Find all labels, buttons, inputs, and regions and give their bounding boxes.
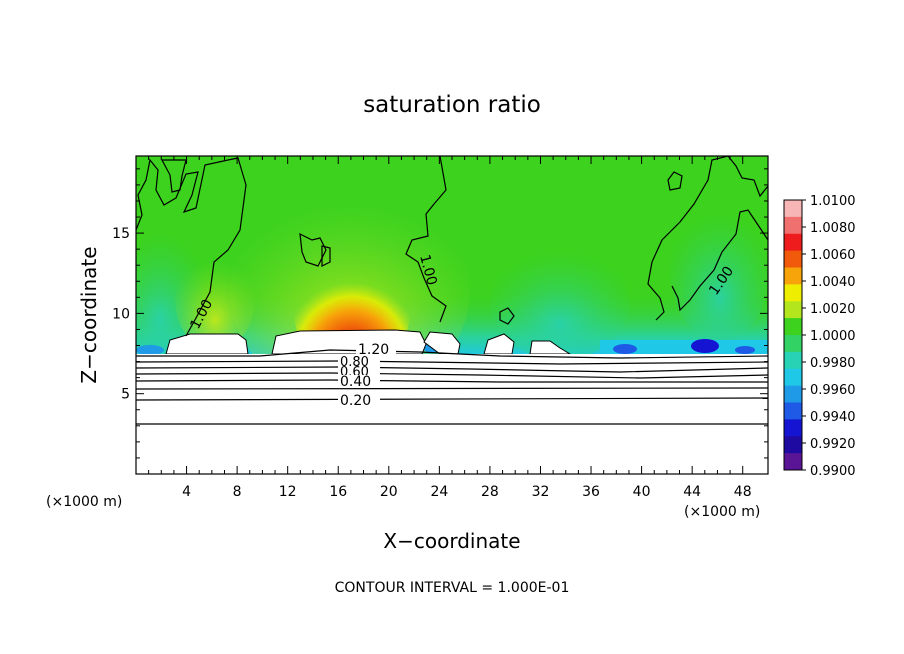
contour-0.30 [136, 387, 768, 390]
colorbar-segment [784, 318, 802, 336]
colorbar-segment [784, 436, 802, 454]
lower-domain [136, 354, 768, 474]
colorbar-segment [784, 250, 802, 268]
colorbar-label: 1.0080 [810, 221, 856, 236]
colorbar-label: 0.9960 [810, 383, 856, 398]
colorbar-segment [784, 453, 802, 471]
x-tick-label: 32 [532, 484, 550, 500]
colorbar-label: 0.9980 [810, 356, 856, 371]
field-cyan-patch-right [670, 200, 768, 340]
heatmap-field [136, 156, 768, 474]
x-tick-label: 4 [182, 484, 191, 500]
colorbar-segment [784, 368, 802, 387]
x-tick-label: 16 [329, 484, 347, 500]
colorbar-label: 1.0000 [810, 329, 856, 344]
field-cyan-patch-mid [490, 240, 630, 360]
colorbar-label: 0.9900 [810, 464, 856, 479]
contour-0.40 [136, 379, 768, 383]
colorbar-segment [784, 267, 802, 285]
contour-1.00-small-island [499, 307, 515, 325]
contour-label-2: 1.00 [416, 253, 440, 287]
y-axis: 5 10 15 [112, 168, 768, 459]
contour-label-8: 0.20 [340, 393, 371, 409]
contour-1.00-left-island [161, 159, 187, 193]
colorbar-segment [784, 216, 802, 235]
y-tick-label: 5 [121, 387, 130, 403]
field-blue-spot-2 [691, 339, 719, 353]
colorbar-segment [784, 200, 802, 218]
field-blue-spot-4 [136, 345, 164, 355]
y-tick-label: 15 [112, 226, 130, 242]
colorbar-label: 1.0020 [810, 302, 856, 317]
contour-1.00-left [136, 157, 247, 337]
chart-title: saturation ratio [363, 92, 541, 118]
x-tick-label: 28 [481, 484, 499, 500]
contour-1.00-right-branch [671, 209, 768, 312]
x-unit-right: (×1000 m) [684, 504, 760, 520]
colorbar-segment [784, 301, 802, 319]
x-tick-label: 44 [683, 484, 701, 500]
x-axis: 4 8 12 16 20 24 28 32 36 40 44 48 [148, 156, 752, 500]
contour-0.60 [136, 366, 768, 373]
field-blue-spot-1 [613, 344, 637, 354]
contour-interval-note: CONTOUR INTERVAL = 1.000E-01 [335, 580, 570, 596]
colorbar-segment [784, 351, 802, 370]
contour-1.00-center [405, 156, 447, 323]
contour-0.80 [136, 360, 768, 365]
colorbar-segment [784, 233, 802, 252]
contour-label-7: 0.40 [340, 374, 371, 390]
colorbar-segment [784, 402, 802, 420]
x-unit-left: (×1000 m) [46, 494, 122, 510]
colorbar-segment [784, 284, 802, 302]
field-yellow-glow-left [175, 250, 255, 350]
x-tick-label: 12 [279, 484, 297, 500]
x-tick-label: 36 [582, 484, 600, 500]
colorbar-segment [784, 385, 802, 403]
colorbar-segment [784, 335, 802, 353]
y-tick-label: 10 [112, 306, 130, 322]
x-tick-label: 40 [633, 484, 651, 500]
cloud-region-1 [165, 333, 249, 355]
colorbar-label: 0.9920 [810, 437, 856, 452]
colorbar-label: 0.9940 [810, 410, 856, 425]
x-tick-label: 8 [233, 484, 242, 500]
colorbar-label: 1.0060 [810, 248, 856, 263]
contour-label-4: 1.20 [358, 342, 389, 358]
contour-1.00-right-island [667, 171, 683, 191]
y-axis-label: Z−coordinate [77, 246, 101, 383]
contour-0.20 [136, 397, 768, 401]
field-blue-strip [600, 340, 768, 354]
contour-1.00-mid-island-2 [321, 245, 331, 267]
field-blue-spot-3 [735, 346, 755, 354]
colorbar-segment [784, 419, 802, 437]
colorbar: 1.0100 1.0080 1.0060 1.0040 1.0020 1.0000 0.99… [783, 194, 856, 479]
x-tick-label: 20 [380, 484, 398, 500]
contour-0.50 [136, 372, 768, 379]
contour-1.20 [136, 349, 768, 359]
x-axis-label: X−coordinate [383, 529, 520, 553]
x-tick-label: 24 [430, 484, 448, 500]
contour-1.00-right [647, 156, 768, 321]
colorbar-label: 1.0100 [810, 194, 856, 209]
x-tick-label: 48 [734, 484, 752, 500]
colorbar-label: 1.0040 [810, 275, 856, 290]
